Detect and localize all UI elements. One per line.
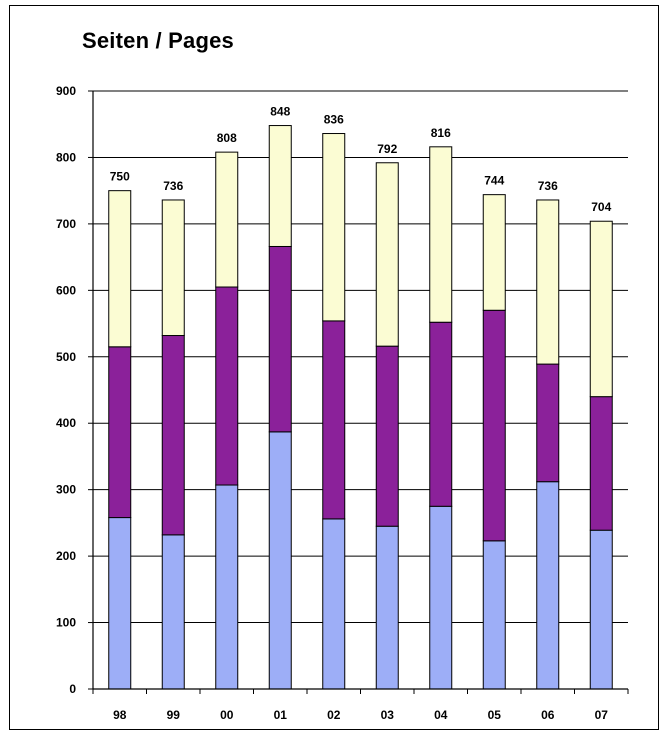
bar-total-label: 736 <box>163 179 183 193</box>
y-tick-label: 500 <box>56 350 76 364</box>
bar-total-label: 704 <box>591 200 611 214</box>
bar-segment <box>215 286 239 486</box>
x-tick-label: 06 <box>541 708 555 722</box>
bar-segment <box>429 505 453 690</box>
y-tick-label: 800 <box>56 150 76 164</box>
chart-title: Seiten / Pages <box>82 28 234 53</box>
bar-total-label: 736 <box>538 179 558 193</box>
x-tick-label: 07 <box>595 708 609 722</box>
bar-segment <box>268 245 292 433</box>
bar-segment <box>161 335 185 536</box>
bar-segment <box>268 431 292 690</box>
x-tick-label: 03 <box>381 708 395 722</box>
bar-segment <box>215 484 239 690</box>
bar-total-label: 792 <box>377 142 397 156</box>
bar-segment <box>375 345 399 527</box>
x-tick-label: 02 <box>327 708 341 722</box>
bar-total-label: 750 <box>110 170 130 184</box>
y-tick-label: 0 <box>69 682 76 696</box>
x-tick-label: 05 <box>488 708 502 722</box>
bar-segment <box>375 162 399 347</box>
bar-segment <box>322 133 346 322</box>
y-tick-label: 900 <box>56 84 76 98</box>
bar-total-label: 836 <box>324 113 344 127</box>
x-tick-label: 98 <box>113 708 127 722</box>
bar-segment <box>482 309 506 542</box>
bar-segment <box>589 220 613 398</box>
y-tick-label: 300 <box>56 483 76 497</box>
bar-segment <box>375 525 399 690</box>
bar-segment <box>429 146 453 323</box>
y-tick-label: 200 <box>56 549 76 563</box>
bar-total-label: 816 <box>431 126 451 140</box>
y-tick-label: 100 <box>56 616 76 630</box>
bar-total-label: 744 <box>484 174 504 188</box>
y-tick-label: 400 <box>56 416 76 430</box>
bar-segment <box>161 534 185 690</box>
x-tick-label: 00 <box>220 708 234 722</box>
bar-segment <box>536 481 560 690</box>
bar-segment <box>482 540 506 690</box>
bar-segment <box>215 151 239 288</box>
bar-segment <box>429 321 453 507</box>
bar-segment <box>589 396 613 531</box>
x-tick-label: 04 <box>434 708 448 722</box>
bar-segment <box>108 346 132 519</box>
bar-segment <box>536 363 560 483</box>
y-tick-label: 600 <box>56 283 76 297</box>
bar-segment <box>108 517 132 690</box>
bar-segment <box>322 320 346 520</box>
y-tick-label: 700 <box>56 217 76 231</box>
bar-segment <box>108 190 132 348</box>
bar-segment <box>161 199 185 337</box>
bar-segment <box>589 529 613 690</box>
bar-segment <box>536 199 560 365</box>
bar-total-label: 848 <box>270 105 290 119</box>
bar-segment <box>482 194 506 311</box>
x-tick-label: 01 <box>274 708 288 722</box>
bar-total-label: 808 <box>217 131 237 145</box>
x-tick-label: 99 <box>167 708 181 722</box>
bar-segment <box>322 518 346 690</box>
bar-segment <box>268 125 292 247</box>
